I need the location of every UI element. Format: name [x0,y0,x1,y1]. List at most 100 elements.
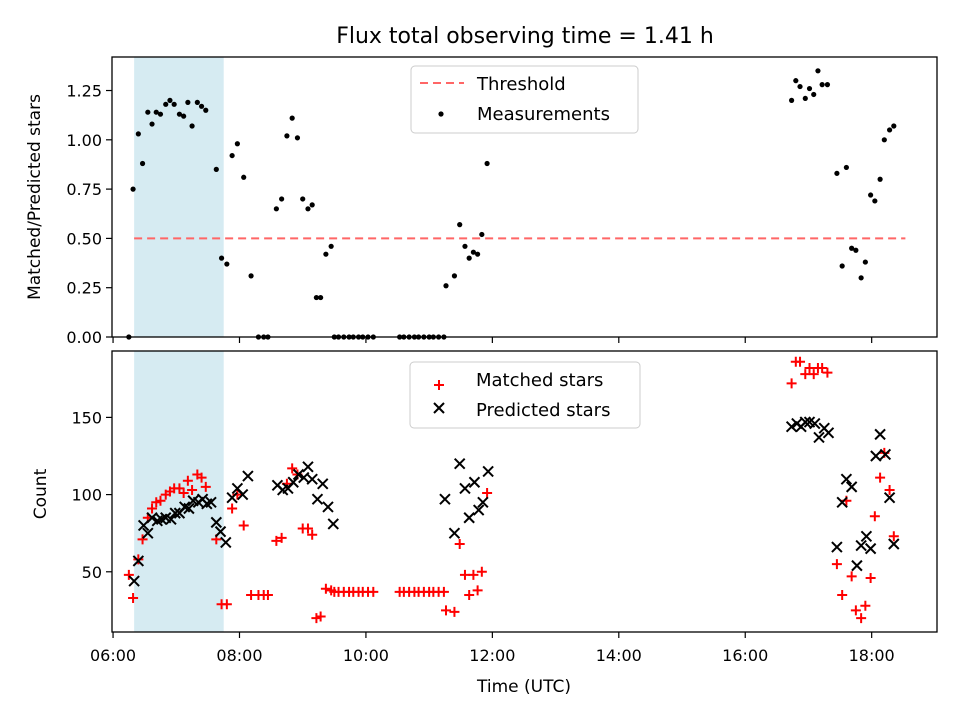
matched-star-point [472,585,483,596]
y-tick-label: 0.75 [66,180,102,199]
matched-star-point [262,589,273,600]
measurement-point [300,196,306,202]
measurement-point [189,123,195,129]
matched-star-point [449,606,460,617]
y-tick-label: 0.50 [66,229,102,248]
measurement-point [194,99,200,105]
measurement-point [145,109,151,115]
matched-star-point [837,589,848,600]
measurement-point [819,82,825,88]
matched-star-point [227,503,238,514]
predicted-star-point [851,559,863,572]
count-panel: 50 100 150 06:00 08:00 10:00 12:00 14:00 16:00 1… [31,350,938,665]
predicted-star-point [459,482,471,495]
measurement-point [213,166,219,172]
measurement-point [157,111,164,117]
predicted-star-point [879,448,892,461]
matched-star-point [178,488,189,499]
predicted-star-point [128,575,140,587]
matched-star-point [464,589,475,600]
measurement-point [229,152,235,159]
matched-star-point [221,599,232,610]
matched-star-point [459,569,470,580]
measurement-point [457,222,463,228]
matched-star-point [865,572,876,583]
legend-threshold-label: Threshold [476,74,566,95]
y-axis-label-bottom: Count [31,468,51,519]
predicted-star-point [883,491,896,504]
matched-star-point [800,369,811,380]
legend-box-bottom [409,361,641,429]
legend-measurements-swatch [438,111,444,117]
predicted-star-point [463,512,475,524]
predicted-star-point [317,478,329,490]
measurement-point [806,85,813,92]
predicted-star-point [870,450,882,462]
matched-star-point [856,613,867,624]
measurement-point [839,263,845,269]
predicted-star-point [169,507,181,519]
matched-star-point [468,569,479,580]
y-tick-label: 0.00 [66,328,102,347]
measurement-point [802,95,808,102]
matched-star-point [368,586,379,597]
matched-star-point [804,362,815,373]
predicted-star-point [236,488,249,501]
matched-star-point [438,586,449,597]
measurement-point [171,101,177,107]
matched-star-point [482,488,493,499]
matched-star-point [846,571,857,582]
measurement-point [834,170,840,176]
measurement-point [788,97,795,103]
predicted-star-point [226,491,238,504]
matched-star-point [454,538,465,549]
measurement-point [198,103,205,109]
x-tick-label: 18:00 [849,646,895,665]
legend-bottom: Matched stars Predicted stars [409,361,641,429]
measurement-point [793,78,799,84]
matched-star-point [884,484,895,495]
measurement-point [872,198,878,204]
measurement-point [248,273,254,279]
axes-frame-top [111,56,938,338]
x-tick-label: 14:00 [596,646,642,665]
measurement-point [163,101,169,107]
measurement-point [234,141,240,147]
matched-star-point [276,532,287,543]
matched-star-point [128,593,139,604]
legend-matched-swatch [434,380,444,390]
measurement-point [224,261,230,267]
matched-star-point [869,511,880,522]
predicted-star-point [799,416,812,428]
predicted-star-point [477,496,489,509]
measurement-point [273,206,279,212]
measurement-point [815,68,821,74]
legend-predicted-swatch [433,402,445,414]
predicted-star-point [860,530,873,542]
matched-star-point [817,362,828,373]
measurement-point [484,160,490,167]
matched-star-point [123,569,134,580]
measurement-point [443,283,449,289]
predicted-star-point [809,417,821,430]
measurement-point [877,176,883,182]
matched-star-point [795,356,806,367]
predicted-star-point [864,542,877,555]
measurement-point [470,249,476,255]
measurement-point [181,113,187,119]
observing-window-shade-top [134,57,224,337]
axes-frame-bottom [111,350,938,633]
measurement-point [318,294,324,301]
matched-star-point [302,523,313,534]
measurement-point [167,97,173,103]
x-tick-label: 06:00 [90,646,136,665]
measurement-point [328,243,334,249]
measurement-point [203,107,209,113]
matched-star-point [441,605,452,616]
predicted-star-point [302,461,314,473]
x-tick-label: 16:00 [722,646,768,665]
predicted-star-point [448,527,461,539]
predicted-star-point [888,538,900,550]
matched-star-point [196,472,207,483]
